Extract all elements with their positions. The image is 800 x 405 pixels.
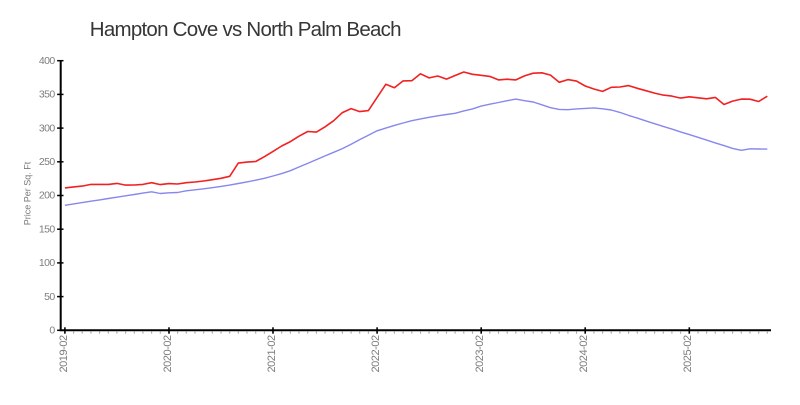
svg-text:2025-02: 2025-02 [682,335,694,373]
svg-text:150: 150 [39,223,56,235]
svg-text:250: 250 [39,156,56,168]
svg-text:350: 350 [39,89,56,101]
svg-text:50: 50 [44,291,55,303]
svg-text:2024-02: 2024-02 [578,335,590,373]
svg-text:300: 300 [39,122,56,134]
svg-text:2022-02: 2022-02 [370,335,382,373]
svg-text:200: 200 [39,190,56,202]
svg-text:400: 400 [39,55,56,67]
svg-text:0: 0 [49,325,55,337]
svg-text:Hampton Cove vs North Palm Bea: Hampton Cove vs North Palm Beach [90,18,401,41]
svg-text:2019-02: 2019-02 [58,335,70,373]
svg-text:2023-02: 2023-02 [474,335,486,373]
svg-text:2020-02: 2020-02 [162,335,174,373]
svg-text:Price Per Sq. Ft: Price Per Sq. Ft [23,161,33,225]
svg-text:2021-02: 2021-02 [266,335,278,373]
svg-text:100: 100 [39,257,56,269]
